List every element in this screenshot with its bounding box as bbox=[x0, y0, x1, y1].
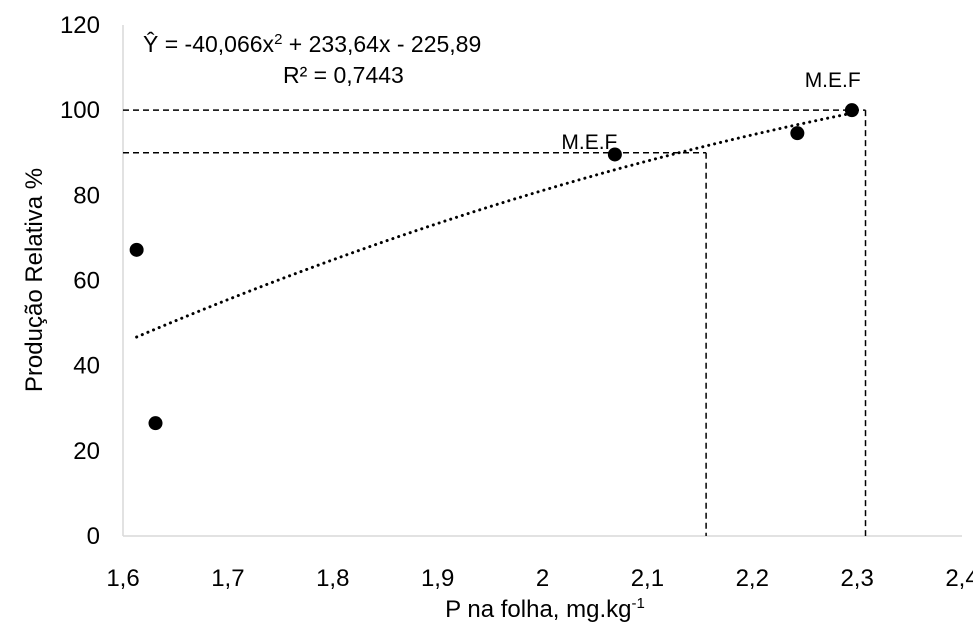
equation-superscript: 2 bbox=[274, 31, 282, 48]
data-point bbox=[790, 126, 805, 141]
trendline bbox=[135, 111, 854, 339]
y-tick-label: 60 bbox=[73, 268, 100, 295]
x-tick-label: 1,8 bbox=[316, 565, 349, 592]
x-axis-title: P na folha, mg.kg-1 bbox=[445, 595, 645, 623]
reference-labels: M.E.F M.E.F bbox=[561, 69, 860, 154]
y-tick-label: 20 bbox=[73, 438, 100, 465]
data-point bbox=[607, 147, 622, 162]
y-axis-title: Produção Relativa % bbox=[21, 168, 48, 392]
reference-label: M.E.F bbox=[561, 131, 617, 154]
axes bbox=[122, 25, 962, 537]
y-tick-label: 120 bbox=[60, 12, 100, 39]
x-axis-title-main: P na folha, mg.kg bbox=[445, 596, 631, 623]
x-tick-label: 2,2 bbox=[736, 565, 769, 592]
r-squared-label: R² = 0,7443 bbox=[283, 62, 404, 88]
equation-tail: + 233,64x - 225,89 bbox=[282, 31, 481, 57]
data-point bbox=[148, 416, 163, 431]
x-tick-label: 1,7 bbox=[211, 565, 244, 592]
x-tick-label: 2 bbox=[536, 565, 549, 592]
x-tick-label: 1,9 bbox=[421, 565, 454, 592]
trendline-equation: Ŷ = -40,066x2 + 233,64x - 225,89 bbox=[143, 31, 481, 57]
y-tick-labels: 0 20 40 60 80 100 120 bbox=[60, 12, 100, 550]
x-tick-label: 2,3 bbox=[840, 565, 873, 592]
data-points bbox=[129, 103, 859, 431]
data-point bbox=[844, 103, 859, 118]
y-tick-label: 100 bbox=[60, 97, 100, 124]
trendline-group bbox=[135, 111, 854, 339]
x-tick-label: 1,6 bbox=[106, 565, 139, 592]
x-tick-label: 2,4 bbox=[945, 565, 973, 592]
x-axis-title-superscript: -1 bbox=[632, 595, 645, 612]
reference-lines bbox=[123, 109, 867, 536]
y-tick-label: 0 bbox=[87, 523, 100, 550]
equation-main: Ŷ = -40,066x bbox=[143, 31, 275, 57]
reference-label: M.E.F bbox=[805, 69, 861, 92]
x-tick-labels: 1,6 1,7 1,8 1,9 2 2,1 2,2 2,3 2,4 bbox=[106, 565, 973, 592]
x-tick-label: 2,1 bbox=[631, 565, 664, 592]
y-tick-label: 80 bbox=[73, 182, 100, 209]
y-tick-label: 40 bbox=[73, 353, 100, 380]
data-point bbox=[129, 242, 144, 257]
